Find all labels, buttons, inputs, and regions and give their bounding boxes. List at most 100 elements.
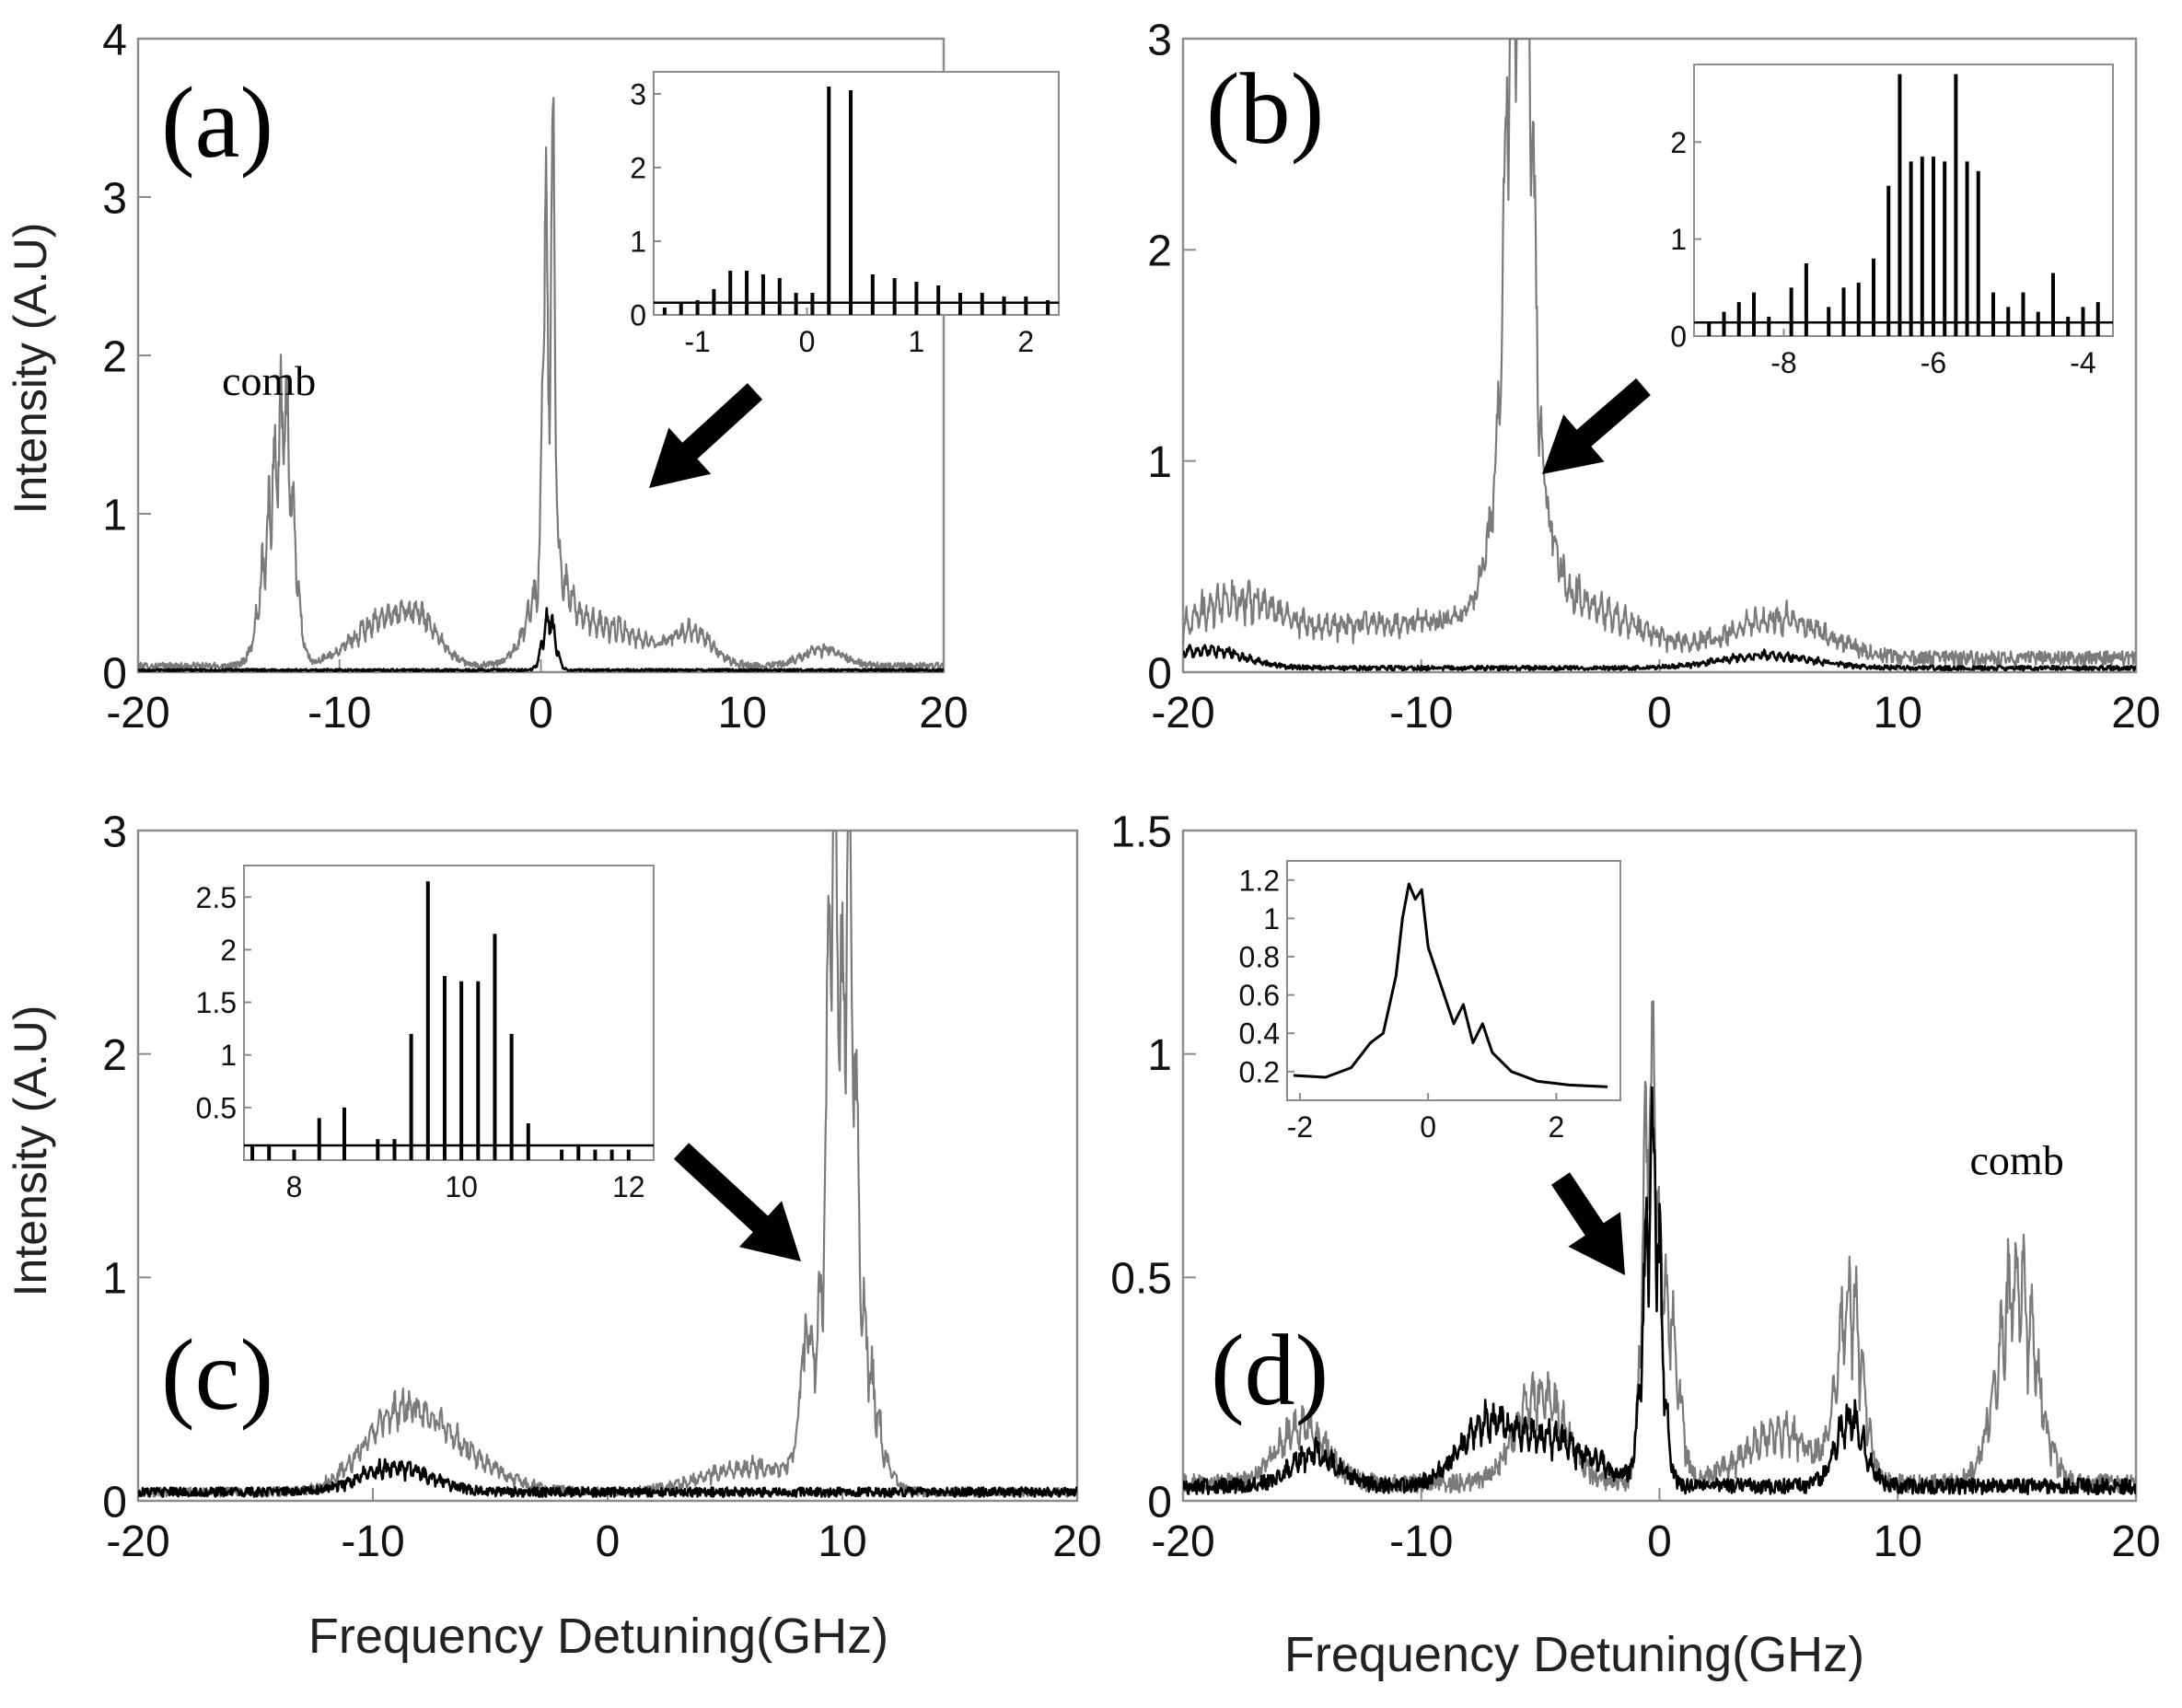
panel-a-inset-y-tick-label: 1 [630,226,646,259]
panel-c-label: (c) [161,1319,273,1431]
panel-a-inset-y-tick-label: 0 [630,299,646,332]
panel-d-inset: -2 0 2 0.2 0.4 0.6 0.8 1 1.2 [1239,860,1621,1144]
panel-a-spectra [138,97,944,672]
panel-a-label: (a) [161,66,273,179]
panel-d-x-tick-label: -20 [1151,1517,1214,1566]
panel-c-inset-y-tick-label: 2.5 [196,881,237,914]
panel-a-x-tick-label: -20 [106,689,169,738]
panel-d-inset-x-tick-label: -2 [1287,1110,1313,1144]
panel-c-spectra [138,831,1077,1498]
x-axis-title-left: Frequency Detuning(GHz) [308,1609,888,1664]
panel-a-x-tick-label: 0 [528,689,553,738]
panel-d-y-tick-label: 0.5 [1110,1255,1172,1304]
panel-c-x-tick-label: -20 [106,1517,169,1566]
panel-a-inset-x-tick-label: -1 [684,325,710,358]
panel-b-x-tick-label: 0 [1647,689,1672,738]
panel-b-y-tick-label: 1 [1147,438,1172,487]
panel-b-inset-x-tick-label: -4 [2070,346,2095,379]
panel-b-inset-axes-frame [1693,64,2114,337]
panel-a-inset-background [654,72,1059,315]
panel-a-y-tick-label: 2 [102,332,127,381]
panel-c-arrow [673,1143,801,1261]
panel-b-inset: -8 -6 -4 0 1 2 [1670,64,2114,379]
panel-a-inset-y-tick-label: 3 [630,78,646,111]
panel-d-x-tick-label: 10 [1874,1517,1922,1566]
panel-b-x-tick-label: -20 [1151,689,1214,738]
panel-a-arrow [649,383,763,488]
panel-c-inset-x-tick-label: 8 [286,1170,303,1203]
panel-a-x-tick-label: -10 [308,689,371,738]
panel-c-y-tick-label: 0 [102,1478,127,1527]
panel-c-inset-y-tick-label: 2 [220,934,237,967]
panel-c-inset-y-tick-label: 1.5 [196,986,237,1019]
panel-d-y-tick-label: 1 [1147,1031,1172,1080]
panel-d-inset-line [1293,882,1608,1088]
panel-c-y-tick-label: 3 [102,808,127,856]
panel-d-inset-y-tick-label: 0.8 [1239,941,1280,974]
panel-b-arrow [1542,378,1651,474]
panel-b: -20 -10 0 10 20 0 1 2 3 (b) -8 -6 -4 0 1 2 [1147,16,2160,738]
panel-a-inset-axes-frame [653,71,1060,316]
panel-a-x-tick-label: 10 [718,689,767,738]
panel-a-y-tick-label: 1 [102,491,127,540]
y-axis-title-top: Intensity (A.U) [5,223,56,515]
panel-a-annotation: comb [222,357,316,404]
panel-b-label: (b) [1206,52,1324,165]
panel-c-inset-y-tick-label: 1 [220,1039,237,1072]
panel-c-x-tick-label: 10 [818,1517,866,1566]
panel-d-y-tick-label: 0 [1147,1478,1172,1527]
panel-b-inset-x-tick-label: -8 [1770,346,1796,379]
panel-a-y-tick-label: 3 [102,174,127,223]
panel-d-inset-x-tick-label: 2 [1548,1110,1564,1144]
panel-a-inset-y-tick-label: 2 [630,152,646,185]
panel-d-inset-y-tick-label: 0.2 [1239,1055,1280,1088]
panel-c-series-black [138,1458,1077,1498]
panel-d-label: (d) [1211,1314,1329,1426]
panel-d-inset-y-tick-label: 0.4 [1239,1017,1280,1051]
panel-d-inset-y-tick-label: 1 [1263,902,1280,935]
panel-b-y-tick-label: 3 [1147,16,1172,64]
panel-d-inset-y-tick-label: 0.6 [1239,979,1280,1012]
panel-b-inset-y-tick-label: 0 [1670,320,1687,354]
panel-c-inset: 8 10 12 0.5 1 1.5 2 2.5 [196,865,655,1203]
panel-a-inset-x-tick-label: 1 [909,325,925,358]
panel-d-annotation: comb [1970,1137,2064,1184]
panel-d-x-tick-label: 0 [1647,1517,1672,1566]
panel-d-inset-background [1287,861,1620,1100]
panel-d-arrow [1551,1172,1625,1275]
panel-b-inset-y-tick-label: 1 [1670,223,1687,256]
panel-d-y-tick-label: 1.5 [1110,808,1172,856]
panel-b-x-tick-label: -10 [1389,689,1453,738]
panel-a-y-tick-label: 4 [102,16,127,64]
panel-b-inset-y-tick-label: 2 [1670,126,1687,159]
panel-a-series-black [138,607,944,672]
panel-d-spectra [1183,1000,2136,1495]
panel-a-inset-x-tick-label: 0 [799,325,816,358]
panel-c-y-tick-label: 1 [102,1255,127,1304]
panel-c-x-tick-label: -10 [341,1517,404,1566]
panel-c-inset-x-tick-label: 10 [445,1170,478,1203]
panel-b-series-gray [1183,39,2136,668]
panel-a-y-tick-label: 0 [102,649,127,698]
panel-c-inset-axes-frame [243,865,655,1161]
panel-a-series-gray [138,97,944,670]
panel-b-inset-x-tick-label: -6 [1921,346,1946,379]
panel-c-inset-background [244,866,654,1160]
panel-b-x-tick-label: 10 [1874,689,1922,738]
panel-c-x-tick-label: 20 [1052,1517,1101,1566]
panel-b-series-black [1183,644,2136,672]
panel-d-x-tick-label: -10 [1389,1517,1453,1566]
y-axis-title-bottom: Intensity (A.U) [5,1005,56,1297]
panel-b-x-tick-label: 20 [2111,689,2160,738]
panel-c-inset-y-tick-label: 0.5 [196,1091,237,1124]
x-axis-title-right: Frequency Detuning(GHz) [1284,1627,1864,1682]
panel-d-x-tick-label: 20 [2111,1517,2160,1566]
panel-d-series-black [1183,1086,2136,1495]
panel-a-inset: -1 0 1 2 0 1 2 3 [630,71,1060,358]
panel-c-inset-x-tick-label: 12 [612,1170,645,1203]
